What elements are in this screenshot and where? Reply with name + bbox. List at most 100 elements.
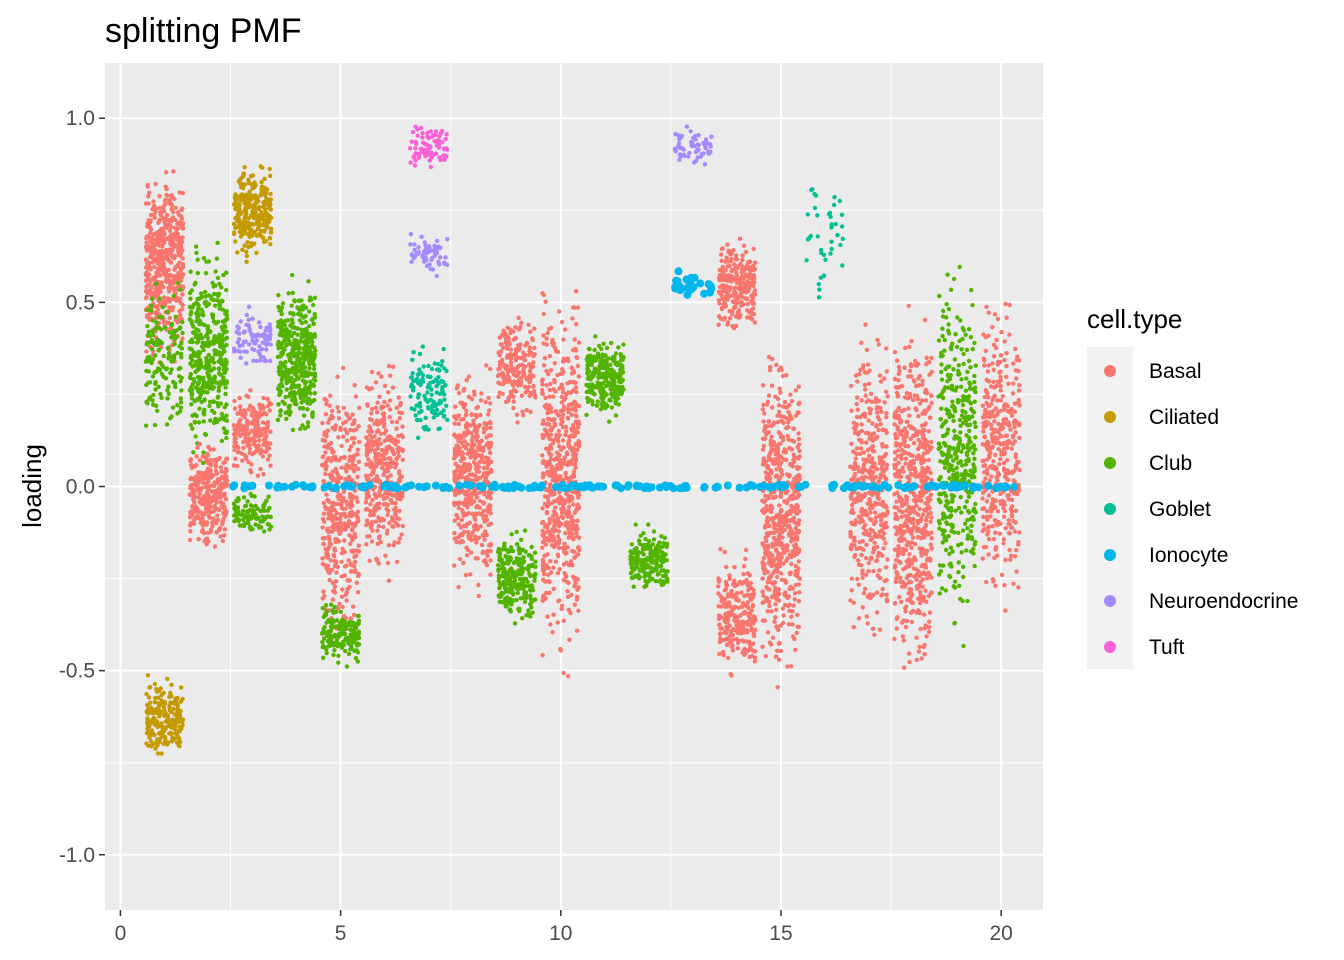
data-point <box>394 426 399 431</box>
data-point <box>452 518 458 523</box>
data-point <box>414 403 419 408</box>
data-point <box>352 418 357 423</box>
data-point <box>279 377 284 382</box>
data-point <box>382 399 387 405</box>
data-point <box>356 459 362 464</box>
data-point <box>211 489 216 494</box>
data-point <box>356 466 361 472</box>
data-point <box>444 146 449 151</box>
data-point <box>434 390 440 395</box>
data-point <box>189 337 194 342</box>
data-point <box>502 599 507 604</box>
data-point <box>171 379 176 385</box>
data-point <box>465 431 470 436</box>
data-point <box>174 334 179 340</box>
data-point <box>223 367 229 372</box>
data-point <box>481 465 487 471</box>
data-point <box>338 425 343 430</box>
data-point <box>218 337 224 342</box>
data-point <box>426 398 432 403</box>
data-point <box>508 556 514 561</box>
data-point <box>168 260 174 265</box>
data-point <box>425 130 430 136</box>
data-point <box>435 367 440 372</box>
data-point <box>296 345 302 350</box>
data-point <box>428 164 434 170</box>
data-point <box>189 402 194 407</box>
data-point <box>235 224 240 229</box>
data-point <box>465 547 470 552</box>
data-point <box>425 149 430 154</box>
data-point <box>160 264 165 270</box>
data-point <box>387 398 393 403</box>
data-point <box>560 371 565 376</box>
data-point <box>355 474 360 480</box>
data-point <box>161 374 166 379</box>
data-point <box>540 421 545 426</box>
data-point <box>408 160 413 165</box>
data-point <box>392 540 397 545</box>
data-point <box>203 289 208 295</box>
data-point <box>556 428 562 434</box>
data-point <box>243 412 248 417</box>
data-point <box>486 395 491 401</box>
data-point <box>167 299 172 304</box>
data-point <box>325 497 330 503</box>
data-point <box>215 292 220 297</box>
data-point <box>266 205 272 210</box>
data-point <box>151 392 156 398</box>
data-point <box>278 408 283 413</box>
data-point <box>204 482 209 487</box>
data-point <box>398 403 403 408</box>
data-point <box>256 434 261 439</box>
data-point <box>258 164 263 169</box>
data-point <box>322 438 328 444</box>
data-point <box>253 206 259 211</box>
data-point <box>305 424 311 429</box>
data-point <box>381 502 386 507</box>
data-point <box>263 449 268 455</box>
data-point <box>206 539 211 544</box>
data-point <box>355 590 361 595</box>
data-point <box>153 695 158 701</box>
data-point <box>441 346 446 352</box>
data-point <box>353 568 358 573</box>
data-point <box>481 473 486 478</box>
data-point <box>416 155 422 160</box>
data-point <box>347 511 352 516</box>
data-point <box>385 467 391 472</box>
data-point <box>521 367 526 373</box>
data-point <box>370 497 375 503</box>
data-point <box>203 455 208 460</box>
data-point <box>159 340 165 346</box>
data-point <box>241 495 247 500</box>
data-point <box>303 333 308 338</box>
data-point <box>200 516 205 521</box>
data-point <box>257 223 263 228</box>
data-point <box>355 650 361 655</box>
data-point <box>155 408 160 413</box>
data-point <box>413 413 418 418</box>
data-point <box>212 352 217 357</box>
data-point <box>211 360 217 365</box>
data-point <box>442 261 448 267</box>
data-point <box>356 635 362 641</box>
data-point <box>387 520 392 526</box>
data-point <box>253 193 258 198</box>
data-point <box>310 302 316 308</box>
data-point <box>268 242 273 247</box>
data-point <box>249 241 254 246</box>
data-point <box>544 509 550 515</box>
data-point <box>332 425 337 430</box>
data-point <box>224 287 229 293</box>
data-point <box>257 438 262 443</box>
data-point <box>353 534 358 540</box>
data-point <box>414 141 419 147</box>
data-point <box>506 395 511 401</box>
data-point <box>150 318 156 323</box>
data-point <box>246 342 252 347</box>
data-point <box>532 550 538 555</box>
data-point <box>175 320 180 325</box>
data-point <box>206 360 211 365</box>
data-point <box>347 458 352 463</box>
